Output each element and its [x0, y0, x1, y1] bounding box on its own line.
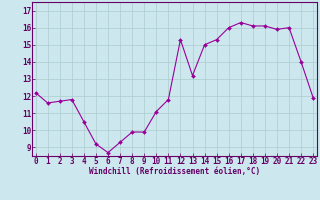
X-axis label: Windchill (Refroidissement éolien,°C): Windchill (Refroidissement éolien,°C) [89, 167, 260, 176]
